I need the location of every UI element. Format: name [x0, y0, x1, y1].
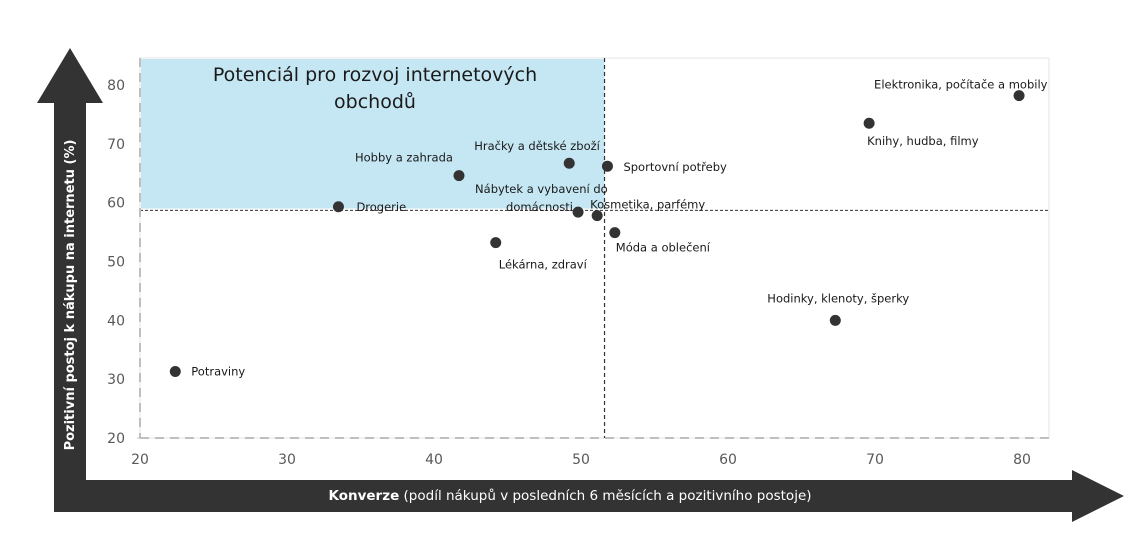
point-label: Hodinky, klenoty, šperky	[767, 291, 909, 305]
point-label: Elektronika, počítače a mobily	[874, 78, 1048, 92]
data-point	[863, 117, 875, 129]
data-point	[453, 170, 465, 182]
x-tick-label: 50	[572, 452, 590, 468]
data-point	[332, 201, 344, 213]
x-tick-label: 60	[719, 452, 737, 468]
point-label: Hračky a dětské zboží	[474, 139, 600, 153]
point-label: Hobby a zahrada	[355, 151, 453, 165]
x-tick-label: 30	[278, 452, 296, 468]
x-tick-label: 80	[1013, 452, 1031, 468]
x-axis-title-bold: Konverze	[328, 488, 399, 504]
zone-title-line1: Potenciál pro rozvoj internetových	[213, 64, 537, 86]
zone-title-line2: obchodů	[334, 91, 416, 113]
x-tick-label: 20	[131, 452, 149, 468]
data-point	[563, 157, 575, 169]
point-label: Knihy, hudba, filmy	[867, 134, 979, 148]
x-tick-labels: 20 30 40 50 60 70 80	[131, 452, 1031, 468]
data-point	[1013, 90, 1025, 102]
y-axis-title: Pozitivní postoj k nákupu na internetu (…	[63, 140, 78, 451]
y-axis-arrow	[37, 48, 103, 486]
data-point	[490, 237, 502, 249]
y-tick-label: 40	[107, 313, 125, 329]
data-point	[591, 210, 603, 222]
point-labels: Elektronika, počítače a mobily Knihy, hud…	[191, 78, 1047, 379]
point-label: Drogerie	[356, 200, 406, 214]
point-label: Lékárna, zdraví	[499, 258, 588, 272]
data-point	[169, 366, 181, 378]
y-tick-label: 30	[107, 372, 125, 388]
x-tick-label: 40	[425, 452, 443, 468]
y-tick-label: 80	[107, 78, 125, 94]
x-tick-label: 70	[866, 452, 884, 468]
x-axis-title-rest: (podíl nákupů v posledních 6 měsících a …	[399, 488, 811, 504]
data-point	[829, 314, 841, 326]
y-tick-label: 20	[107, 431, 125, 447]
point-label: Móda a oblečení	[616, 241, 711, 255]
y-tick-label: 50	[107, 255, 125, 271]
data-point	[601, 160, 613, 172]
x-axis-title: Konverze (podíl nákupů v posledních 6 mě…	[328, 488, 811, 504]
y-tick-label: 60	[107, 196, 125, 212]
y-tick-labels: 20 30 40 50 60 70 80	[107, 78, 125, 447]
point-label: Kosmetika, parfémy	[590, 198, 705, 212]
y-tick-label: 70	[107, 137, 125, 153]
data-point	[609, 227, 621, 239]
point-label: domácnosti	[506, 200, 573, 214]
data-points	[169, 90, 1025, 378]
point-label: Nábytek a vybavení do	[475, 182, 608, 196]
point-label: Sportovní potřeby	[623, 160, 727, 174]
data-point	[572, 206, 584, 218]
x-axis-arrow	[54, 470, 1124, 522]
highlight-zone	[141, 59, 605, 209]
point-label: Potraviny	[191, 365, 245, 379]
